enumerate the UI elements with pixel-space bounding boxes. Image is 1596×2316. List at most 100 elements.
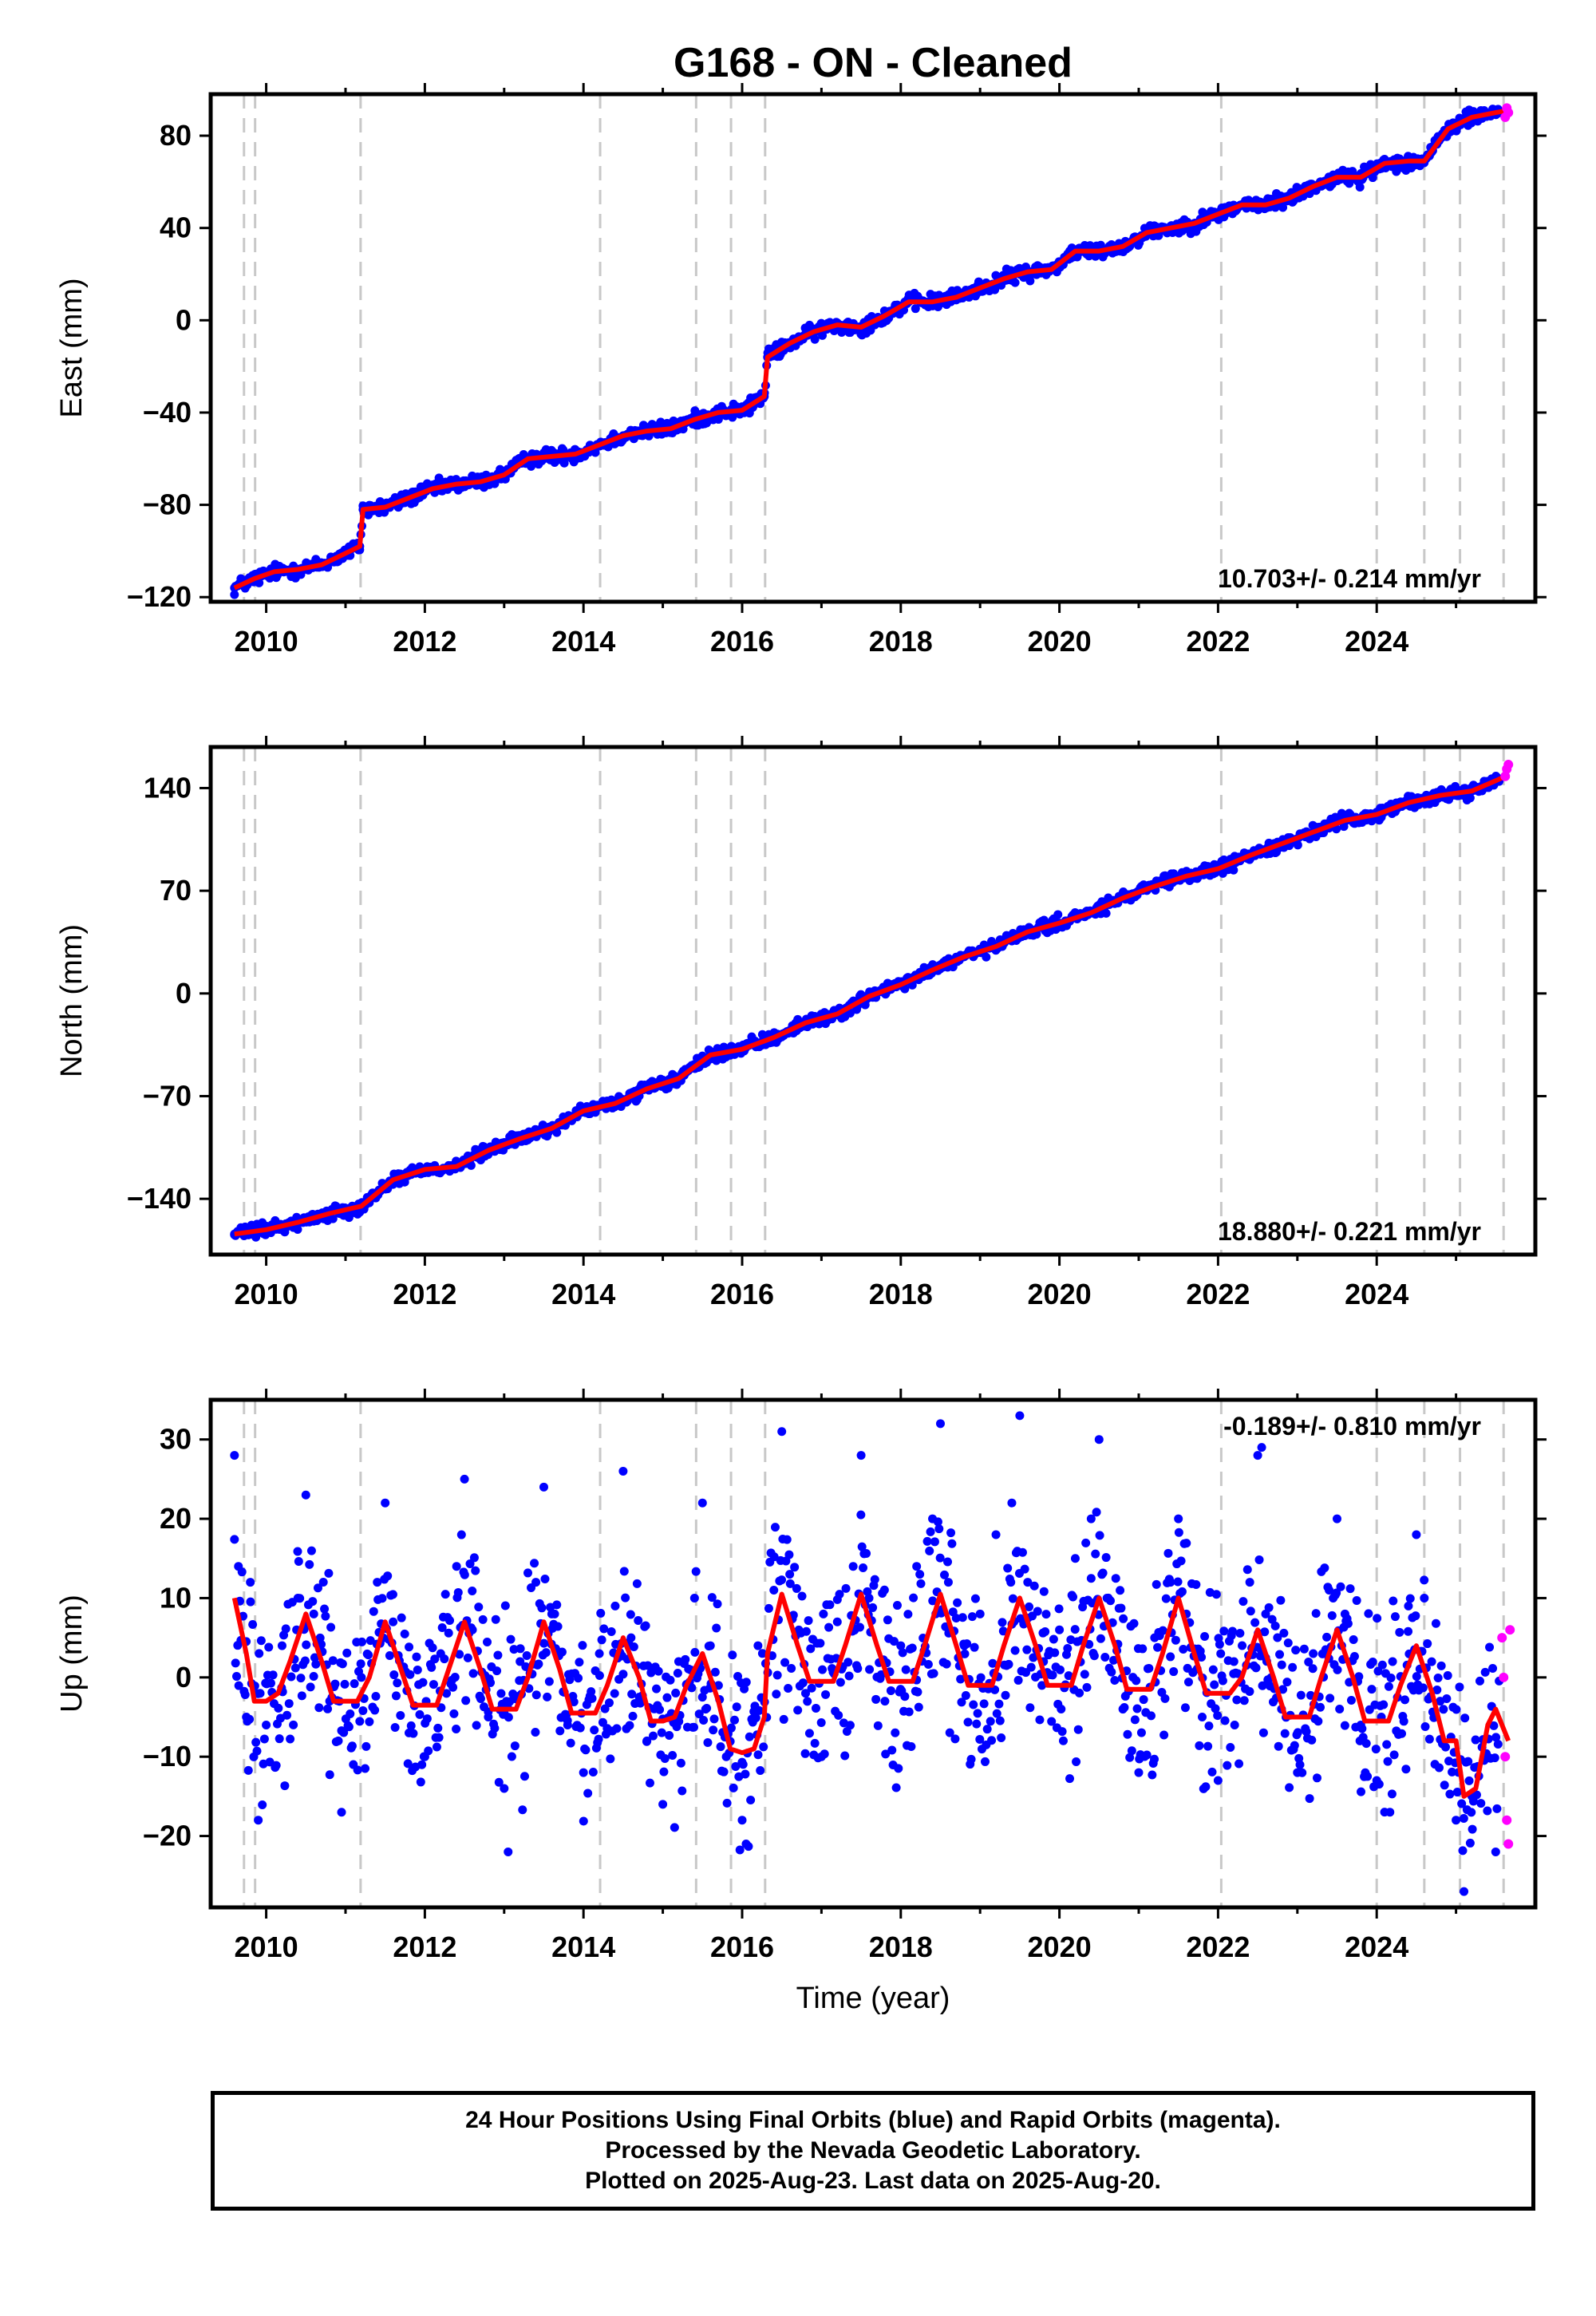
final-orbit-point [574,1674,583,1683]
final-orbit-point [357,1673,366,1682]
final-orbit-point [1395,1627,1404,1637]
final-orbit-point [891,1783,901,1792]
final-orbit-point [751,1713,760,1722]
final-orbit-point [444,1628,453,1638]
final-orbit-point [1390,1612,1400,1622]
final-orbit-point [1089,1651,1099,1661]
final-orbit-point [1336,1582,1345,1591]
final-orbit-point [625,1721,634,1730]
final-orbit-point [1471,1735,1480,1745]
final-orbit-point [1293,1768,1302,1777]
final-orbit-point [1349,1635,1358,1645]
final-orbit-point [886,1686,895,1695]
final-orbit-point [1267,1614,1277,1624]
final-orbit-point [325,1770,334,1780]
final-orbit-point [1010,1646,1020,1655]
final-orbit-point [1440,1780,1449,1790]
final-orbit-point [1412,1530,1421,1539]
final-orbit-point [486,1678,496,1687]
y-tick-label: −40 [143,396,192,429]
final-orbit-point [383,1571,393,1581]
final-orbit-point [373,1578,382,1587]
final-orbit-point [925,1546,934,1555]
final-orbit-point [1276,1595,1286,1605]
final-orbit-point [1448,1767,1457,1777]
final-orbit-point [274,1703,283,1713]
x-tick-label: 2014 [551,1278,615,1310]
x-tick-label: 2024 [1345,1278,1408,1310]
final-orbit-point [1070,1625,1080,1634]
final-orbit-point [816,1717,826,1727]
final-orbit-point [703,1738,713,1748]
final-orbit-point [1455,1682,1464,1692]
final-orbit-point [595,1671,604,1681]
final-orbit-point [1282,1678,1292,1687]
final-orbit-point [1037,1681,1047,1690]
final-orbit-point [416,1777,425,1787]
final-orbit-point [1211,1704,1220,1713]
final-orbit-point [381,1498,390,1508]
final-orbit-point [531,1690,541,1700]
y-tick-label: −70 [143,1079,192,1112]
final-orbit-point [262,1720,271,1729]
final-orbit-point [793,1705,803,1715]
final-orbit-point [660,1753,670,1763]
final-orbit-point [1238,1641,1247,1650]
final-orbit-point [804,1729,814,1738]
final-orbit-point [1280,1729,1290,1738]
final-orbit-point [417,1760,427,1769]
final-orbit-point [1245,1686,1254,1696]
final-orbit-point [318,1577,328,1587]
final-orbit-point [284,1699,294,1709]
final-orbit-point [309,1609,318,1618]
final-orbit-point [991,1530,1001,1539]
final-orbit-point [396,1710,405,1720]
final-orbit-point [856,1451,866,1460]
final-orbit-point [668,1751,678,1761]
final-orbit-point [1230,1720,1239,1729]
final-orbit-point [559,458,569,468]
final-orbit-point [942,1659,951,1669]
final-orbit-point [428,1643,437,1653]
final-orbit-point [1309,1649,1318,1658]
final-orbit-point [509,1645,519,1654]
final-orbit-point [818,1665,828,1674]
final-orbit-point [1159,1730,1169,1740]
final-orbit-point [289,1720,298,1729]
final-orbit-point [1405,1594,1415,1603]
final-orbit-point [597,1635,606,1645]
final-orbit-point [975,1609,985,1618]
final-orbit-point [483,1637,492,1646]
final-orbit-point [510,1741,519,1751]
final-orbit-point [1082,1682,1092,1692]
final-orbit-point [957,1697,966,1707]
final-orbit-point [1307,1735,1317,1745]
final-orbit-point [1039,1587,1049,1596]
final-orbit-point [737,1816,747,1825]
final-orbit-point [530,1559,539,1568]
final-orbit-point [369,1607,378,1616]
final-orbit-point [400,1629,409,1638]
final-orbit-point [841,1583,851,1593]
final-orbit-point [635,1698,645,1708]
final-orbit-point [671,1688,681,1697]
final-orbit-point [1332,1588,1341,1598]
final-orbit-point [1142,1750,1152,1760]
final-orbit-point [772,1670,782,1680]
final-orbit-point [1373,1666,1383,1676]
final-orbit-point [973,1709,982,1718]
final-orbit-point [726,1723,736,1733]
final-orbit-point [1200,1632,1210,1642]
final-orbit-point [681,1654,690,1664]
final-orbit-point [901,1665,911,1674]
final-orbit-point [785,1579,795,1588]
final-orbit-point [491,1614,500,1624]
final-orbit-point [824,1622,834,1632]
final-orbit-point [728,1650,737,1660]
final-orbit-point [987,1736,997,1745]
final-orbit-point [840,1751,850,1761]
final-orbit-point [722,1798,732,1808]
final-orbit-point [1491,1733,1501,1742]
final-orbit-point [1388,1657,1397,1666]
plot-area [230,747,1514,1255]
